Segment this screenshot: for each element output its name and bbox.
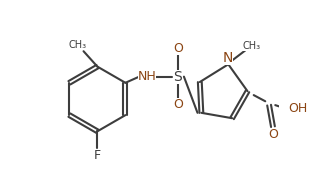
Text: S: S [174,70,182,84]
Text: N: N [223,51,234,65]
Text: O: O [173,98,183,111]
Text: NH: NH [137,70,156,83]
Text: CH₃: CH₃ [242,41,261,51]
Text: CH₃: CH₃ [68,40,86,50]
Text: F: F [94,150,101,163]
Text: O: O [268,128,278,141]
Text: O: O [173,42,183,55]
Text: OH: OH [289,102,308,115]
